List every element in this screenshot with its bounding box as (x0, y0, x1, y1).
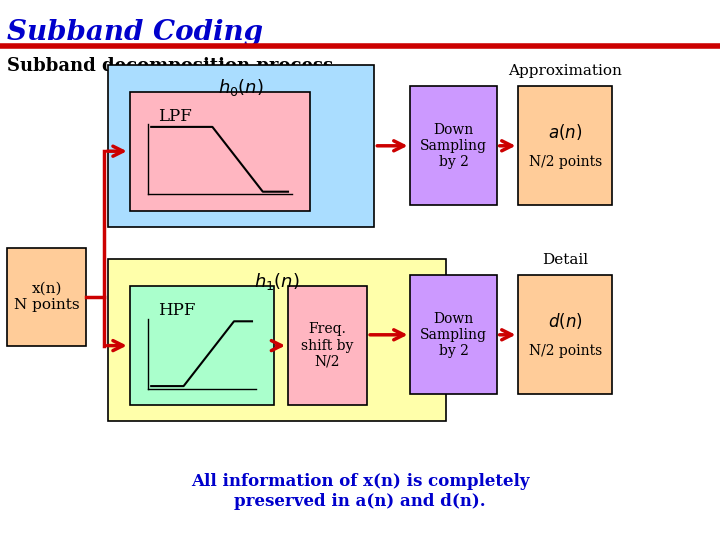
FancyBboxPatch shape (518, 275, 612, 394)
Text: Down
Sampling
by 2: Down Sampling by 2 (420, 123, 487, 169)
FancyBboxPatch shape (130, 92, 310, 211)
FancyBboxPatch shape (410, 275, 497, 394)
Text: Detail: Detail (542, 253, 588, 267)
FancyBboxPatch shape (108, 65, 374, 227)
Text: All information of x(n) is completely
preserved in a(n) and d(n).: All information of x(n) is completely pr… (191, 473, 529, 510)
FancyBboxPatch shape (288, 286, 367, 405)
Text: Subband decomposition process: Subband decomposition process (7, 57, 333, 75)
Text: $a(n)$: $a(n)$ (548, 122, 582, 143)
FancyBboxPatch shape (518, 86, 612, 205)
Text: Subband Coding: Subband Coding (7, 19, 264, 46)
Text: N/2 points: N/2 points (528, 155, 602, 169)
FancyBboxPatch shape (7, 248, 86, 346)
Text: Freq.
shift by
N/2: Freq. shift by N/2 (302, 322, 354, 369)
Text: $d(n)$: $d(n)$ (548, 311, 582, 332)
Text: $h_1(n)$: $h_1(n)$ (254, 271, 300, 292)
Text: N/2 points: N/2 points (528, 344, 602, 358)
Text: Down
Sampling
by 2: Down Sampling by 2 (420, 312, 487, 358)
Text: $h_0(n)$: $h_0(n)$ (218, 77, 264, 98)
Text: x(n)
N points: x(n) N points (14, 282, 80, 312)
FancyBboxPatch shape (130, 286, 274, 405)
FancyBboxPatch shape (108, 259, 446, 421)
Text: Approximation: Approximation (508, 64, 622, 78)
FancyBboxPatch shape (410, 86, 497, 205)
Text: HPF: HPF (158, 302, 196, 319)
Text: LPF: LPF (158, 108, 192, 125)
